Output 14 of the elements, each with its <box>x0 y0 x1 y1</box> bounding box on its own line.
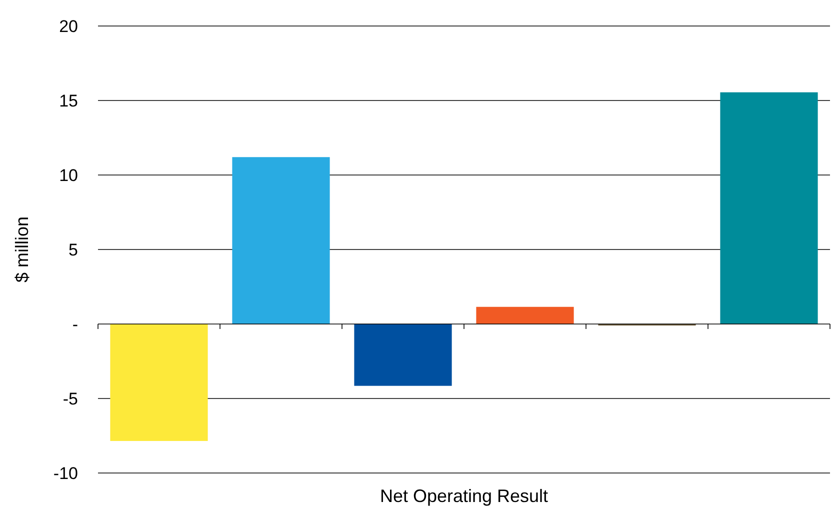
bar <box>354 324 452 386</box>
y-tick-label: 10 <box>59 166 78 185</box>
bar <box>232 157 330 324</box>
bar <box>110 324 208 441</box>
y-tick-label: - <box>72 314 78 334</box>
bar <box>720 92 818 324</box>
y-tick-label: -10 <box>53 464 78 483</box>
bar <box>476 306 574 324</box>
y-tick-label: -5 <box>62 389 78 408</box>
y-tick-label: 5 <box>68 240 78 260</box>
y-tick-label: 20 <box>59 16 78 36</box>
y-axis-title: $ million <box>12 216 32 283</box>
x-axis-title: Net Operating Result <box>380 486 548 506</box>
y-tick-label: 15 <box>59 91 78 110</box>
